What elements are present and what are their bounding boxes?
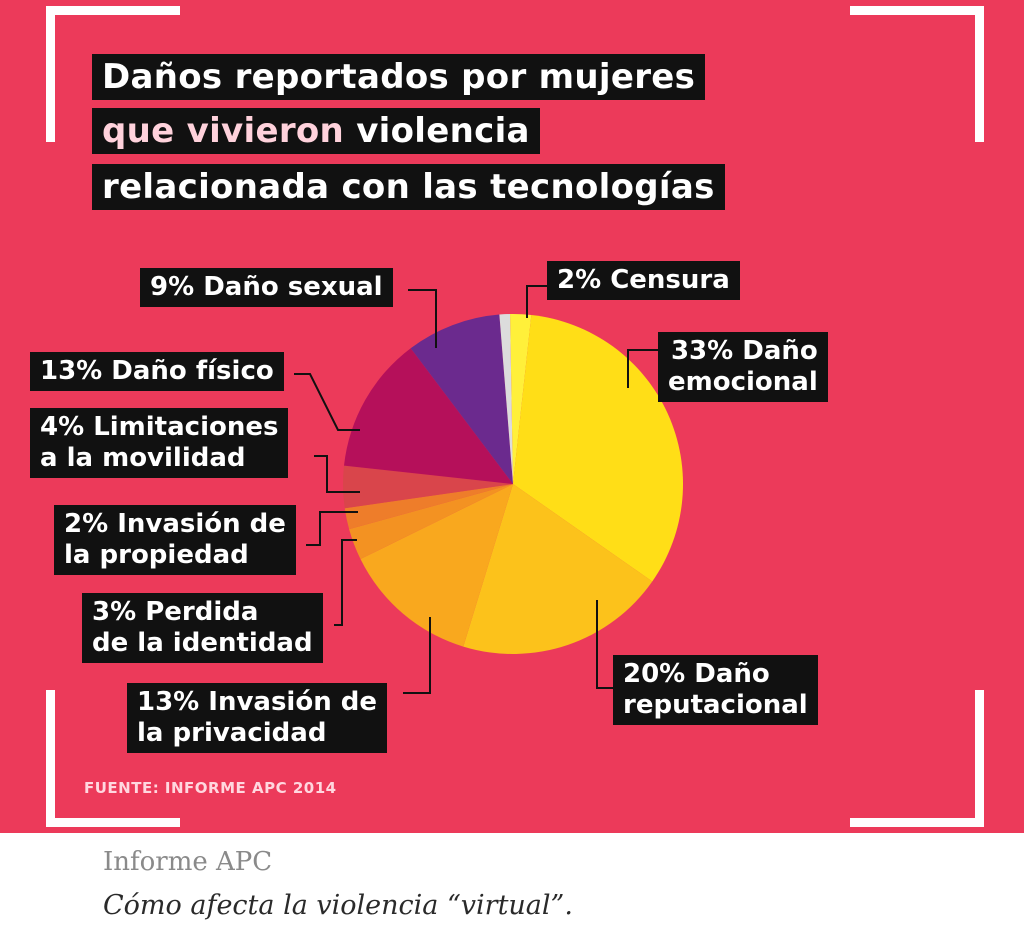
corner-top-left-h (46, 6, 180, 15)
pie-slice-limitaciones-movilidad (343, 465, 513, 509)
label-dano-reputacional: 20% Daño reputacional (613, 655, 818, 725)
pie-slice-perdida-identidad (349, 484, 513, 560)
label-censura-line-1: 2% Censura (557, 265, 730, 295)
corner-bottom-right-v (975, 690, 984, 827)
pie-slice-dano-emocional (513, 314, 683, 582)
corner-top-right-v (975, 6, 984, 142)
label-dano-reputacional-line-2: reputacional (623, 690, 808, 720)
label-invasion-propiedad-line-2: la propiedad (64, 540, 249, 570)
pie-slices (343, 313, 683, 654)
label-invasion-propiedad: 2% Invasión de la propiedad (54, 505, 296, 575)
label-censura: 2% Censura (547, 261, 740, 300)
leader-line-invasion-privacidad (403, 617, 431, 694)
corner-bottom-left-h (46, 818, 180, 827)
label-dano-reputacional-line-1: 20% Daño (623, 659, 770, 689)
leader-line-dano-sexual (408, 289, 437, 348)
leader-line-perdida-identidad (334, 539, 357, 626)
corner-top-right-h (850, 6, 984, 15)
chart-title-line-2: que vivieron violencia (92, 108, 540, 154)
source-note: FUENTE: INFORME APC 2014 (84, 779, 337, 797)
corner-top-left-v (46, 6, 55, 142)
pie-slice-invasion-propiedad (344, 484, 513, 530)
label-dano-fisico-line-1: 13% Daño físico (40, 356, 274, 386)
infographic: Daños reportados por mujeres que viviero… (0, 0, 1024, 833)
label-perdida-identidad-line-2: de la identidad (92, 628, 313, 658)
pie-slice-dano-sexual (410, 314, 513, 484)
leader-line-limitaciones-movilidad (314, 455, 360, 493)
label-perdida-identidad: 3% Perdida de la identidad (82, 593, 323, 663)
caption-text: Cómo afecta la violencia “virtual”. (103, 890, 573, 921)
caption-title: Informe APC (103, 847, 273, 877)
label-invasion-privacidad-line-1: 13% Invasión de (137, 687, 378, 717)
pie-slice-invasion-privacidad (360, 484, 513, 647)
label-limitaciones-movilidad-line-2: a la movilidad (40, 443, 246, 473)
label-dano-emocional-line-1: 33% Daño (670, 336, 818, 366)
leader-line-dano-emocional (627, 349, 658, 388)
label-dano-fisico: 13% Daño físico (30, 352, 284, 391)
chart-title-highlight: que vivieron (102, 111, 345, 151)
chart-title-line-3: relacionada con las tecnologías (92, 164, 725, 210)
label-invasion-propiedad-line-1: 2% Invasión de (64, 509, 286, 539)
label-limitaciones-movilidad: 4% Limitaciones a la movilidad (30, 408, 289, 478)
leader-lines (294, 285, 658, 694)
corner-bottom-right-h (850, 818, 984, 827)
leader-line-invasion-propiedad (306, 511, 358, 546)
pie-chart (294, 285, 683, 694)
leader-line-censura (526, 285, 547, 318)
label-dano-emocional: 33% Daño emocional (658, 332, 828, 402)
label-dano-sexual-line-1: 9% Daño sexual (150, 272, 383, 302)
pie-slice-dano-reputacional (463, 484, 653, 654)
label-dano-sexual: 9% Daño sexual (140, 268, 393, 307)
label-invasion-privacidad: 13% Invasión de la privacidad (127, 683, 388, 753)
chart-title-line-1: Daños reportados por mujeres (92, 54, 706, 100)
pie-slice-censura (510, 313, 532, 484)
pie-slice-dano-fisico (343, 348, 513, 484)
label-limitaciones-movilidad-line-1: 4% Limitaciones (40, 412, 279, 442)
leader-line-dano-reputacional (596, 600, 613, 689)
pie-slice-sin-etiqueta (499, 314, 513, 484)
chart-title-line-2-rest: violencia (344, 111, 530, 151)
label-invasion-privacidad-line-2: la privacidad (137, 718, 327, 748)
label-perdida-identidad-line-1: 3% Perdida (92, 597, 259, 627)
leader-line-dano-fisico (294, 373, 360, 431)
label-dano-emocional-line-2: emocional (668, 367, 818, 397)
corner-bottom-left-v (46, 690, 55, 827)
